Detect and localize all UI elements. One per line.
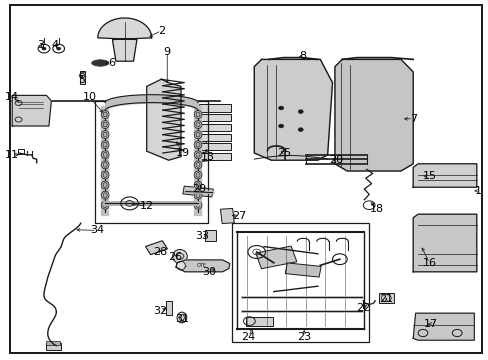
Bar xyxy=(378,293,393,303)
Text: 16: 16 xyxy=(422,258,435,268)
Ellipse shape xyxy=(101,131,109,139)
Polygon shape xyxy=(176,260,229,272)
Ellipse shape xyxy=(194,111,202,118)
Bar xyxy=(232,223,368,342)
Bar xyxy=(245,317,272,325)
Circle shape xyxy=(278,124,283,128)
Ellipse shape xyxy=(194,121,202,129)
Text: 30: 30 xyxy=(202,267,216,277)
Bar xyxy=(46,343,61,350)
Text: 26: 26 xyxy=(168,252,182,262)
Text: 7: 7 xyxy=(409,114,416,124)
Text: 32: 32 xyxy=(153,306,167,316)
Polygon shape xyxy=(254,59,332,160)
Text: 27: 27 xyxy=(232,211,246,221)
Text: 1: 1 xyxy=(474,186,481,196)
Text: 3: 3 xyxy=(37,40,44,50)
Bar xyxy=(199,104,230,112)
Ellipse shape xyxy=(172,249,187,263)
Ellipse shape xyxy=(101,121,109,129)
Text: 33: 33 xyxy=(195,231,208,241)
Bar xyxy=(199,153,230,160)
Text: 11: 11 xyxy=(5,150,19,160)
Bar xyxy=(197,141,210,162)
Text: 10: 10 xyxy=(82,92,96,102)
Text: 21: 21 xyxy=(379,294,392,304)
Text: 2: 2 xyxy=(158,26,164,36)
Text: 14: 14 xyxy=(5,92,19,102)
Bar xyxy=(80,71,84,84)
Text: 34: 34 xyxy=(90,225,103,235)
Polygon shape xyxy=(98,18,151,61)
Polygon shape xyxy=(334,59,412,171)
Bar xyxy=(255,246,296,269)
Bar xyxy=(285,263,321,277)
Bar xyxy=(17,102,43,119)
Bar xyxy=(18,149,24,154)
Ellipse shape xyxy=(101,201,109,209)
Circle shape xyxy=(278,106,283,110)
Text: 25: 25 xyxy=(277,148,291,158)
Bar xyxy=(220,208,234,224)
Bar xyxy=(199,143,230,150)
Text: 23: 23 xyxy=(297,332,310,342)
Ellipse shape xyxy=(194,191,202,199)
Text: 20: 20 xyxy=(329,155,343,165)
Ellipse shape xyxy=(194,141,202,149)
Polygon shape xyxy=(412,164,476,187)
Bar xyxy=(183,186,213,197)
Ellipse shape xyxy=(101,111,109,118)
Text: 17: 17 xyxy=(424,319,437,329)
Polygon shape xyxy=(412,214,476,272)
Text: 13: 13 xyxy=(201,152,214,162)
Ellipse shape xyxy=(177,312,186,323)
Ellipse shape xyxy=(194,201,202,209)
Bar xyxy=(46,341,60,345)
Bar xyxy=(199,134,230,141)
Ellipse shape xyxy=(101,141,109,149)
Text: 28: 28 xyxy=(153,247,167,257)
Circle shape xyxy=(57,47,61,50)
Ellipse shape xyxy=(91,60,108,66)
Bar xyxy=(145,241,167,255)
Text: 29: 29 xyxy=(192,184,206,194)
Bar xyxy=(165,301,171,315)
Ellipse shape xyxy=(101,151,109,159)
Text: 5: 5 xyxy=(78,75,85,85)
Ellipse shape xyxy=(194,131,202,139)
Polygon shape xyxy=(12,95,51,126)
Text: OTE: OTE xyxy=(197,263,206,268)
Ellipse shape xyxy=(101,171,109,179)
Ellipse shape xyxy=(101,161,109,169)
Ellipse shape xyxy=(101,191,109,199)
Bar xyxy=(204,230,215,241)
Circle shape xyxy=(298,128,303,131)
Text: 6: 6 xyxy=(108,58,115,68)
Ellipse shape xyxy=(176,261,185,270)
Text: 15: 15 xyxy=(422,171,435,181)
Ellipse shape xyxy=(194,171,202,179)
Ellipse shape xyxy=(101,181,109,189)
Polygon shape xyxy=(412,313,473,340)
Bar xyxy=(199,114,230,121)
Text: 4: 4 xyxy=(52,40,59,50)
Ellipse shape xyxy=(194,161,202,169)
Text: 18: 18 xyxy=(369,204,383,214)
Circle shape xyxy=(42,47,46,50)
Circle shape xyxy=(298,110,303,113)
Text: 9: 9 xyxy=(163,47,170,57)
Text: 8: 8 xyxy=(299,51,306,61)
Text: 24: 24 xyxy=(241,332,255,342)
Text: 22: 22 xyxy=(355,303,370,313)
Ellipse shape xyxy=(194,151,202,159)
Text: 19: 19 xyxy=(175,148,189,158)
Bar xyxy=(199,124,230,131)
Bar xyxy=(95,101,207,223)
Text: 12: 12 xyxy=(140,201,153,211)
Polygon shape xyxy=(146,79,181,160)
Ellipse shape xyxy=(194,181,202,189)
Text: 31: 31 xyxy=(175,314,189,324)
